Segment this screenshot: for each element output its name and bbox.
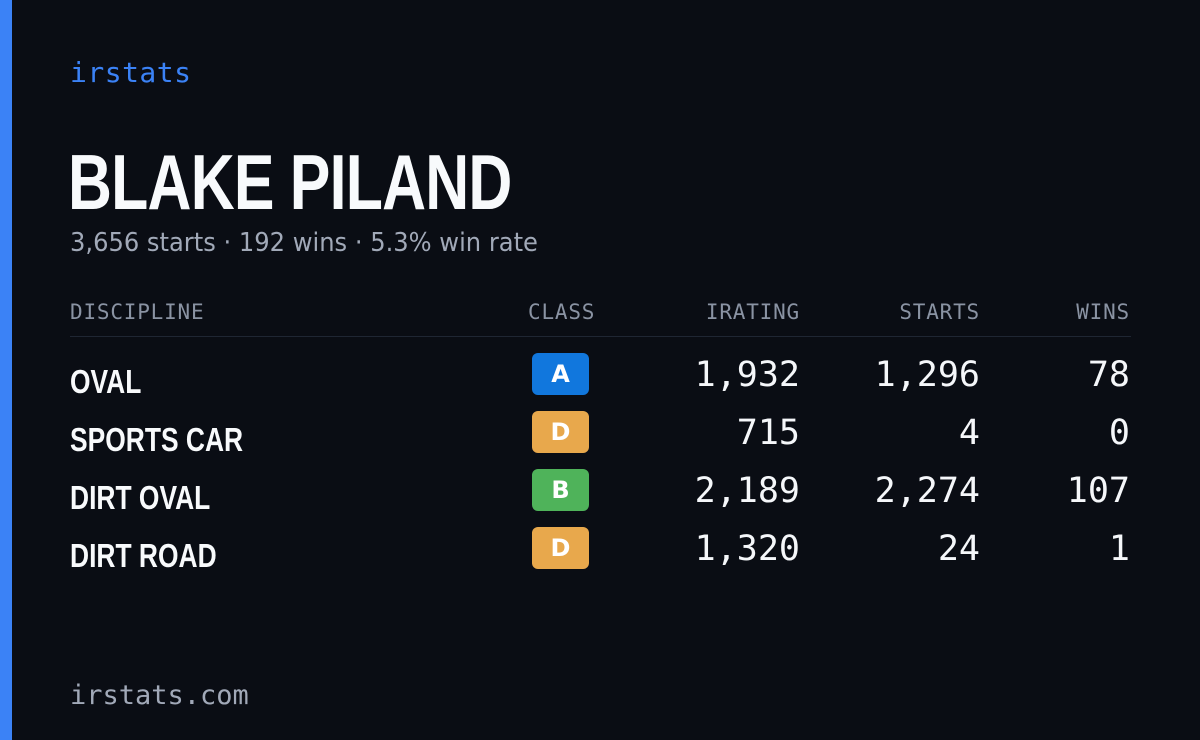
brand-logo-text: irstats bbox=[70, 56, 192, 89]
table-row: OVAL A 1,932 1,296 78 bbox=[70, 353, 1131, 411]
class-badge: D bbox=[532, 527, 589, 569]
class-badge: A bbox=[532, 353, 589, 395]
class-badge: B bbox=[532, 469, 589, 511]
wins-value: 1 bbox=[1108, 529, 1130, 569]
irating-value: 1,932 bbox=[694, 355, 800, 395]
discipline-name: OVAL bbox=[70, 363, 142, 400]
header-wins: WINS bbox=[1076, 300, 1130, 324]
header-starts: STARTS bbox=[899, 300, 980, 324]
table-row: SPORTS CAR D 715 4 0 bbox=[70, 411, 1131, 469]
table-row: DIRT ROAD D 1,320 24 1 bbox=[70, 527, 1131, 585]
header-irating: IRATING bbox=[705, 300, 800, 324]
starts-value: 24 bbox=[937, 529, 980, 569]
discipline-name: SPORTS CAR bbox=[70, 421, 244, 458]
accent-bar bbox=[0, 0, 12, 740]
starts-value: 1,296 bbox=[874, 355, 980, 395]
irating-value: 1,320 bbox=[694, 529, 800, 569]
table-header: DISCIPLINE CLASS IRATING STARTS WINS bbox=[70, 296, 1131, 337]
class-badge: D bbox=[532, 411, 589, 453]
table-row: DIRT OVAL B 2,189 2,274 107 bbox=[70, 469, 1131, 527]
discipline-name: DIRT ROAD bbox=[70, 537, 217, 574]
wins-value: 107 bbox=[1066, 471, 1130, 511]
starts-value: 2,274 bbox=[874, 471, 980, 511]
discipline-table: DISCIPLINE CLASS IRATING STARTS WINS OVA… bbox=[70, 296, 1131, 585]
starts-value: 4 bbox=[958, 413, 980, 453]
irating-value: 715 bbox=[736, 413, 800, 453]
header-discipline: DISCIPLINE bbox=[70, 300, 205, 324]
table-body: OVAL A 1,932 1,296 78 SPORTS CAR D 715 4… bbox=[70, 353, 1131, 585]
footer-site-url: irstats.com bbox=[70, 680, 249, 711]
discipline-name: DIRT OVAL bbox=[70, 479, 211, 516]
player-summary: 3,656 starts · 192 wins · 5.3% win rate bbox=[70, 228, 538, 258]
irating-value: 2,189 bbox=[694, 471, 800, 511]
player-name: BLAKE PILAND bbox=[68, 138, 512, 226]
wins-value: 78 bbox=[1087, 355, 1130, 395]
wins-value: 0 bbox=[1108, 413, 1130, 453]
header-class: CLASS bbox=[528, 300, 596, 324]
